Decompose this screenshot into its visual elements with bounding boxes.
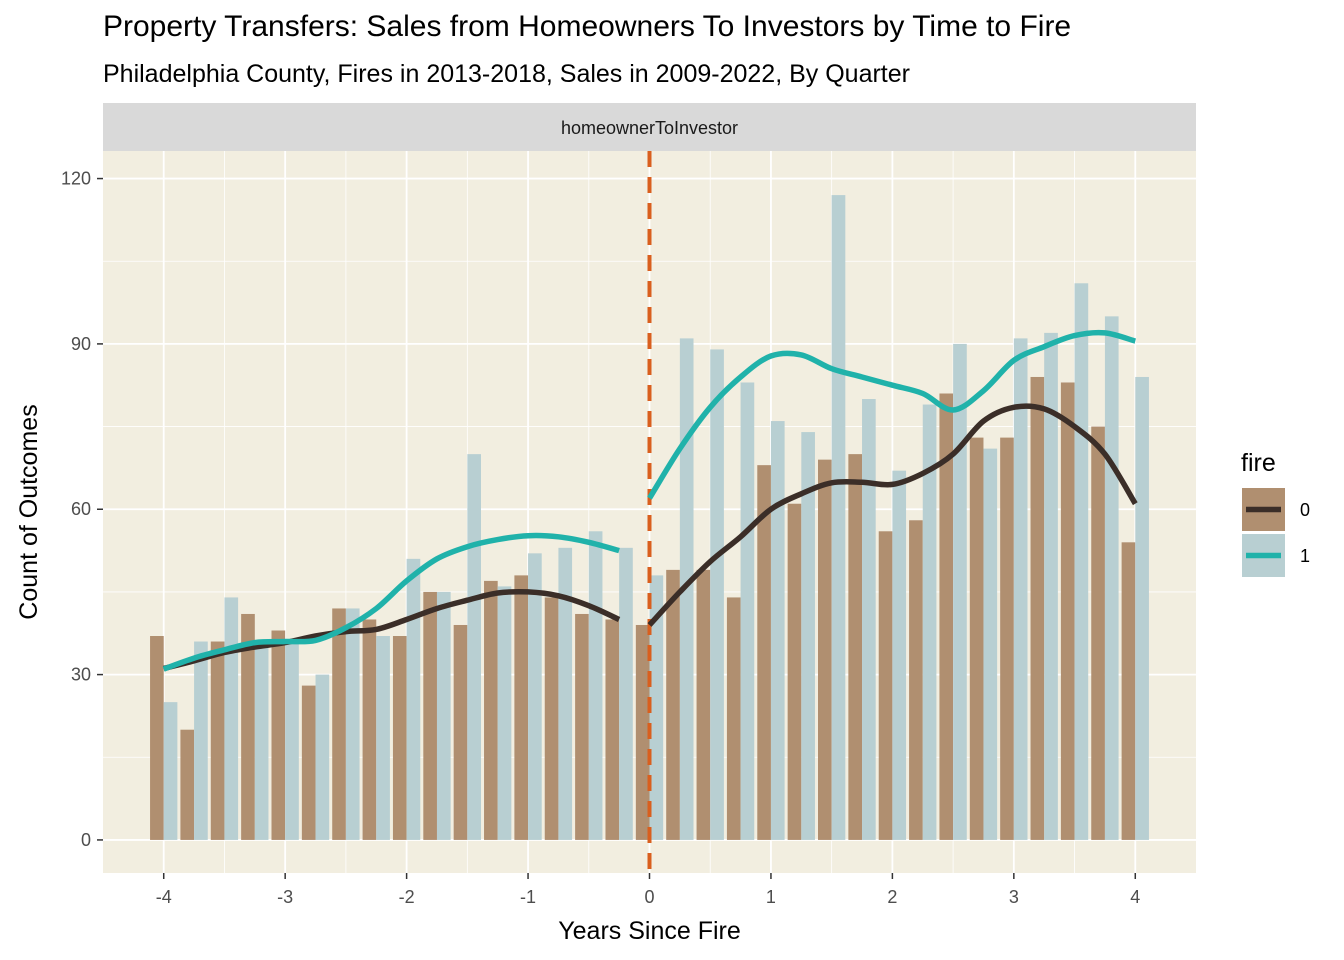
bar-fire-0 bbox=[818, 459, 832, 840]
bar-fire-0 bbox=[484, 580, 498, 840]
bar-fire-1 bbox=[922, 404, 937, 840]
bar-fire-0 bbox=[544, 597, 559, 840]
bar-fire-0 bbox=[1121, 542, 1136, 840]
bar-fire-1 bbox=[649, 575, 664, 840]
smooth-line-fire-0 bbox=[163, 588, 621, 672]
x-tick-label: -3 bbox=[277, 887, 293, 907]
x-tick-label: 1 bbox=[766, 887, 776, 907]
x-axis-title: Years Since Fire bbox=[558, 917, 741, 945]
x-tick-label: -2 bbox=[399, 887, 415, 907]
bar-fire-1 bbox=[254, 641, 269, 840]
x-tick-label: -4 bbox=[156, 887, 172, 907]
bar-fire-0 bbox=[696, 569, 711, 840]
bar-fire-0 bbox=[605, 619, 620, 840]
bar-fire-0 bbox=[909, 520, 923, 840]
bar-fire-1 bbox=[406, 558, 421, 840]
y-tick-label: 30 bbox=[71, 665, 91, 685]
chart-subtitle: Philadelphia County, Fires in 2013-2018,… bbox=[103, 60, 910, 88]
bar-fire-1 bbox=[588, 531, 603, 840]
bar-fire-0 bbox=[392, 636, 407, 840]
legend: fire 0 1 bbox=[1241, 449, 1310, 577]
bar-fire-0 bbox=[939, 393, 954, 840]
bar-fire-0 bbox=[1000, 437, 1014, 840]
x-tick-label: 2 bbox=[887, 887, 897, 907]
bar-fire-1 bbox=[619, 547, 633, 840]
bar-fire-1 bbox=[710, 349, 724, 840]
bar-fire-0 bbox=[635, 624, 650, 840]
bar-fire-1 bbox=[436, 591, 451, 840]
bar-fire-1 bbox=[224, 597, 239, 840]
axes: -4 -3 -2 -1 0 1 2 3 4 0 30 60 90 120 bbox=[61, 169, 1140, 907]
bar-fire-1 bbox=[1044, 332, 1058, 840]
bar-fire-1 bbox=[163, 702, 178, 840]
smooth-line-fire-1 bbox=[162, 532, 620, 672]
bar-fire-0 bbox=[878, 531, 893, 840]
legend-title: fire bbox=[1241, 449, 1276, 477]
x-tick-label: 0 bbox=[644, 887, 654, 907]
bar-fire-1 bbox=[862, 399, 876, 840]
legend-label-fire-1: 1 bbox=[1300, 546, 1310, 566]
y-tick-label: 90 bbox=[71, 334, 91, 354]
bar-fire-1 bbox=[831, 195, 846, 840]
y-tick-label: 60 bbox=[71, 499, 91, 519]
bar-fire-0 bbox=[423, 591, 437, 840]
bar-fire-1 bbox=[376, 636, 390, 840]
bar-fire-1 bbox=[1074, 283, 1089, 840]
x-tick-label: 3 bbox=[1009, 887, 1019, 907]
bar-fire-1 bbox=[194, 641, 208, 840]
bar-fire-0 bbox=[848, 454, 863, 840]
bar-fire-1 bbox=[528, 553, 542, 840]
bar-fire-0 bbox=[150, 636, 164, 840]
y-tick-label: 0 bbox=[81, 830, 91, 850]
bar-fire-0 bbox=[180, 729, 195, 840]
bar-fire-0 bbox=[757, 465, 771, 840]
bar-fire-1 bbox=[558, 547, 573, 840]
facet-strip-label: homeownerToInvestor bbox=[561, 118, 738, 138]
bar-fire-1 bbox=[1135, 376, 1149, 840]
bar-fire-1 bbox=[740, 382, 755, 840]
bar-fire-1 bbox=[285, 641, 299, 840]
bar-fire-0 bbox=[1030, 376, 1045, 840]
bar-fire-0 bbox=[301, 685, 316, 840]
y-axis-title: Count of Outcomes bbox=[15, 404, 43, 619]
bar-fire-1 bbox=[467, 454, 481, 840]
bar-fire-1 bbox=[892, 470, 907, 840]
legend-label-fire-0: 0 bbox=[1300, 500, 1310, 520]
smooth-line-fire-0 bbox=[647, 403, 1138, 627]
bar-fire-0 bbox=[969, 437, 984, 840]
bar-fire-0 bbox=[362, 619, 377, 840]
bar-fire-0 bbox=[1060, 382, 1075, 840]
bar-fire-0 bbox=[787, 503, 802, 840]
bar-fire-1 bbox=[345, 608, 360, 840]
bar-fire-0 bbox=[575, 613, 589, 840]
x-tick-label: 4 bbox=[1130, 887, 1140, 907]
bar-fire-1 bbox=[315, 674, 330, 840]
bar-fire-1 bbox=[1013, 338, 1028, 840]
bars bbox=[150, 195, 1149, 840]
bar-fire-0 bbox=[453, 624, 468, 840]
y-tick-label: 120 bbox=[61, 169, 91, 189]
bar-fire-0 bbox=[332, 608, 346, 840]
bar-fire-0 bbox=[241, 613, 255, 840]
chart-title: Property Transfers: Sales from Homeowner… bbox=[103, 10, 1072, 43]
bar-fire-0 bbox=[1091, 426, 1105, 840]
bar-fire-1 bbox=[679, 338, 694, 840]
bar-fire-1 bbox=[983, 448, 998, 840]
smooth-line-fire-1 bbox=[647, 329, 1137, 500]
facet-strip bbox=[103, 103, 1196, 151]
bar-fire-1 bbox=[770, 421, 785, 840]
bar-fire-0 bbox=[726, 597, 741, 840]
bar-fire-0 bbox=[666, 569, 680, 840]
bar-fire-1 bbox=[801, 432, 815, 840]
smooth-lines bbox=[162, 329, 1138, 672]
bar-fire-1 bbox=[1104, 316, 1119, 840]
bar-fire-1 bbox=[497, 586, 512, 840]
bar-fire-1 bbox=[953, 343, 967, 840]
bar-fire-0 bbox=[210, 641, 225, 840]
bar-fire-0 bbox=[271, 630, 286, 840]
x-tick-label: -1 bbox=[520, 887, 536, 907]
bar-fire-0 bbox=[514, 575, 529, 840]
